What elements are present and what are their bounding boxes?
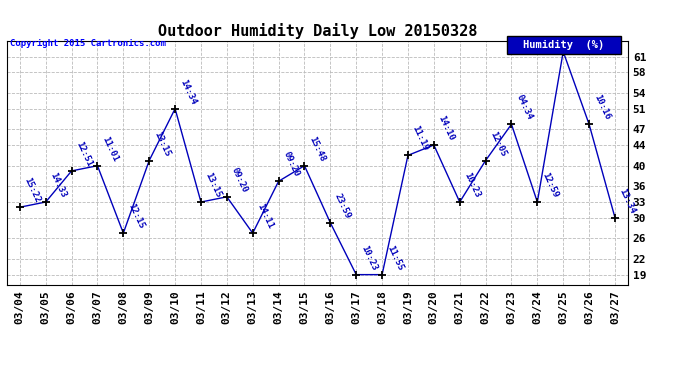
Text: 14:33: 14:33 (48, 171, 68, 199)
Text: 15:22: 15:22 (23, 176, 42, 204)
Text: 12:05: 12:05 (489, 130, 508, 158)
Text: 14:11: 14:11 (255, 202, 275, 230)
Text: 09:20: 09:20 (282, 150, 301, 178)
Text: Copyright 2015 Cartronics.com: Copyright 2015 Cartronics.com (10, 39, 166, 48)
Text: Humidity  (%): Humidity (%) (524, 40, 604, 50)
Text: 11:55: 11:55 (385, 244, 404, 272)
Text: 13:15: 13:15 (204, 171, 224, 199)
Title: Outdoor Humidity Daily Low 20150328: Outdoor Humidity Daily Low 20150328 (158, 23, 477, 39)
Text: 10:23: 10:23 (359, 244, 379, 272)
Text: 11:19: 11:19 (411, 124, 431, 153)
Text: 04:34: 04:34 (514, 93, 534, 122)
Text: 23:59: 23:59 (333, 192, 353, 220)
Text: 13:15: 13:15 (152, 130, 172, 158)
Text: 15:48: 15:48 (307, 135, 327, 163)
Text: 12:59: 12:59 (540, 171, 560, 199)
Text: 14:10: 14:10 (437, 114, 456, 142)
Text: 09:20: 09:20 (230, 166, 249, 194)
Text: 12:51: 12:51 (75, 140, 94, 168)
Text: 11:01: 11:01 (100, 135, 120, 163)
Text: 12:15: 12:15 (126, 202, 146, 230)
Text: 14:34: 14:34 (178, 78, 197, 106)
Text: 10:23: 10:23 (462, 171, 482, 199)
Text: 10:16: 10:16 (592, 93, 611, 122)
Text: 13:34: 13:34 (618, 187, 638, 215)
